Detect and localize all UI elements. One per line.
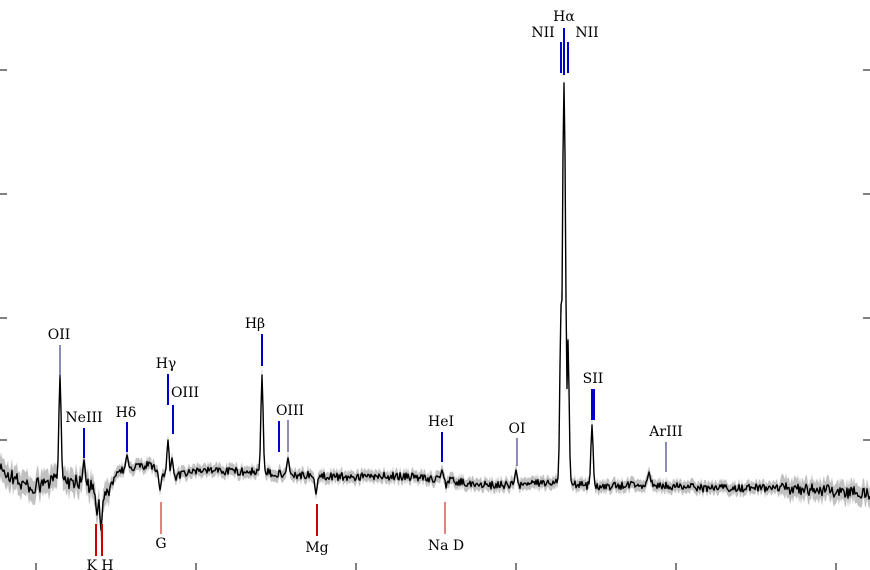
label-oii: OII — [48, 327, 71, 343]
label-hbeta: Hβ — [245, 316, 265, 332]
label-oiii-b: OIII — [276, 403, 304, 419]
line-markers — [59, 28, 667, 556]
label-halpha: Hα — [553, 9, 575, 25]
label-neiii: NeIII — [65, 410, 102, 426]
error-band — [0, 71, 870, 542]
label-nii-right: NII — [575, 25, 598, 41]
label-hgamma: Hγ — [156, 356, 177, 372]
label-nii-left: NII — [531, 25, 554, 41]
spectrum-line — [0, 82, 870, 531]
label-nad: Na D — [428, 538, 464, 554]
label-kh: K H — [86, 558, 113, 570]
label-hdelta: Hδ — [116, 405, 137, 421]
label-oiii-a: OIII — [171, 385, 199, 401]
axis-ticks — [0, 69, 870, 570]
label-g: G — [155, 536, 166, 552]
label-oi: OI — [508, 421, 525, 437]
label-ariii: ArIII — [648, 424, 682, 440]
label-hei: HeI — [428, 414, 454, 430]
label-sii: SII — [583, 371, 604, 387]
line-labels: OII NeIII Hδ Hγ OIII Hβ OIII HeI OI NII … — [48, 9, 683, 570]
label-mg: Mg — [305, 540, 328, 556]
